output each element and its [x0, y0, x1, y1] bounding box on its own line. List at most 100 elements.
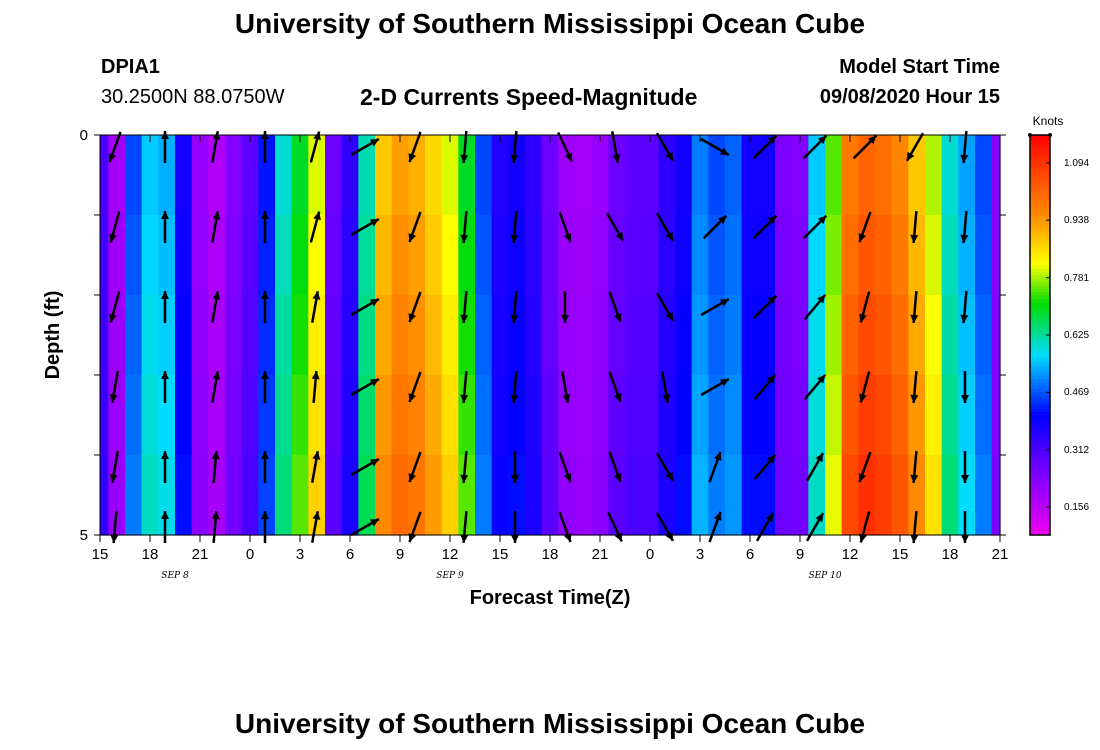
current-vector	[261, 291, 269, 323]
current-vector	[560, 371, 571, 403]
heatmap-cell	[925, 295, 943, 376]
heatmap-cell	[175, 455, 193, 536]
heatmap-cell	[825, 295, 843, 376]
heatmap-cell	[341, 215, 359, 296]
heatmap-cell	[141, 135, 159, 216]
heatmap-cell	[925, 215, 943, 296]
heatmap-cell	[391, 135, 409, 216]
heatmap-cell	[425, 295, 443, 376]
current-vector	[211, 450, 220, 484]
current-vector	[752, 134, 778, 160]
heatmap-cell	[241, 455, 259, 536]
heatmap-cell	[208, 295, 226, 376]
current-vector	[905, 132, 925, 162]
heatmap-cell	[491, 375, 509, 456]
current-vector	[755, 512, 775, 542]
heatmap-cell	[391, 295, 409, 376]
heatmap-cell	[658, 135, 676, 216]
heatmap-cell	[925, 455, 943, 536]
heatmap-cell	[275, 295, 293, 376]
heatmap-cell	[458, 215, 476, 296]
heatmap-cell	[891, 455, 909, 536]
heatmap-cell	[475, 135, 493, 216]
heatmap-cell	[708, 375, 726, 456]
heatmap-cell	[341, 135, 359, 216]
heatmap-cell	[725, 215, 743, 296]
heatmap-cell	[525, 295, 543, 376]
heatmap-cell	[475, 375, 493, 456]
heatmap-cell	[858, 375, 876, 456]
heatmap-cell	[191, 135, 209, 216]
heatmap-cell	[691, 455, 709, 536]
heatmap-cell	[841, 215, 859, 296]
current-vector	[961, 451, 969, 483]
heatmap-cell	[775, 295, 793, 376]
heatmap-cell	[108, 375, 126, 456]
heatmap-cell	[158, 455, 176, 536]
current-vector	[605, 212, 625, 242]
heatmap-cell	[325, 295, 343, 376]
heatmap-cell	[100, 215, 109, 296]
heatmap-cell	[525, 455, 543, 536]
heatmap-cell	[875, 215, 893, 296]
heatmap-cell	[325, 375, 343, 456]
heatmap-cell	[191, 455, 209, 536]
heatmap-cell	[541, 295, 559, 376]
heatmap-cell	[291, 375, 309, 456]
heatmap-cell	[275, 215, 293, 296]
x-tick-label: 6	[346, 546, 354, 563]
heatmap-cell	[100, 455, 109, 536]
heatmap-cell	[975, 215, 993, 296]
heatmap-cell	[725, 135, 743, 216]
heatmap-cell	[308, 455, 326, 536]
heatmap-cell	[208, 455, 226, 536]
current-vector	[753, 373, 777, 401]
heatmap-cell	[225, 215, 243, 296]
current-vector	[802, 214, 828, 240]
heatmap-cell	[408, 295, 426, 376]
current-vector	[753, 453, 777, 481]
heatmap-cell	[258, 215, 276, 296]
current-vector	[511, 451, 519, 483]
current-vector	[510, 130, 519, 164]
heatmap-cell	[958, 455, 976, 536]
heatmap-cell	[941, 135, 959, 216]
heatmap-cell	[125, 135, 143, 216]
heatmap-cell	[708, 295, 726, 376]
current-vector	[408, 211, 422, 243]
heatmap-cell	[691, 215, 709, 296]
heatmap-cell	[675, 215, 693, 296]
heatmap-cell	[858, 295, 876, 376]
current-vector	[211, 510, 220, 544]
current-vector	[805, 452, 825, 482]
current-vector	[408, 371, 422, 403]
heatmap-cell	[808, 375, 826, 456]
date-label: SEP 10	[808, 571, 841, 581]
x-tick-label: 6	[746, 546, 754, 563]
heatmap-cell	[775, 135, 793, 216]
heatmap-cell	[508, 215, 526, 296]
heatmap-cells	[100, 135, 1001, 536]
heatmap-cell	[775, 375, 793, 456]
heatmap-cell	[525, 375, 543, 456]
heatmap-cell	[991, 215, 1001, 296]
heatmap-cell	[241, 375, 259, 456]
model-start-label: Model Start Time	[839, 56, 1000, 78]
current-vector	[161, 291, 169, 323]
heatmap-cell	[325, 215, 343, 296]
heatmap-cell	[408, 215, 426, 296]
heatmap-cell	[358, 455, 376, 536]
heatmap-cell	[225, 375, 243, 456]
heatmap-cell	[308, 215, 326, 296]
heatmap-cell	[575, 295, 593, 376]
heatmap-cell	[791, 135, 809, 216]
current-vector	[210, 131, 221, 163]
current-vector	[460, 290, 469, 324]
heatmap-cell	[291, 215, 309, 296]
heatmap-cell	[658, 295, 676, 376]
heatmap-cell	[591, 375, 609, 456]
heatmap-cell	[541, 215, 559, 296]
heatmap-cell	[458, 375, 476, 456]
